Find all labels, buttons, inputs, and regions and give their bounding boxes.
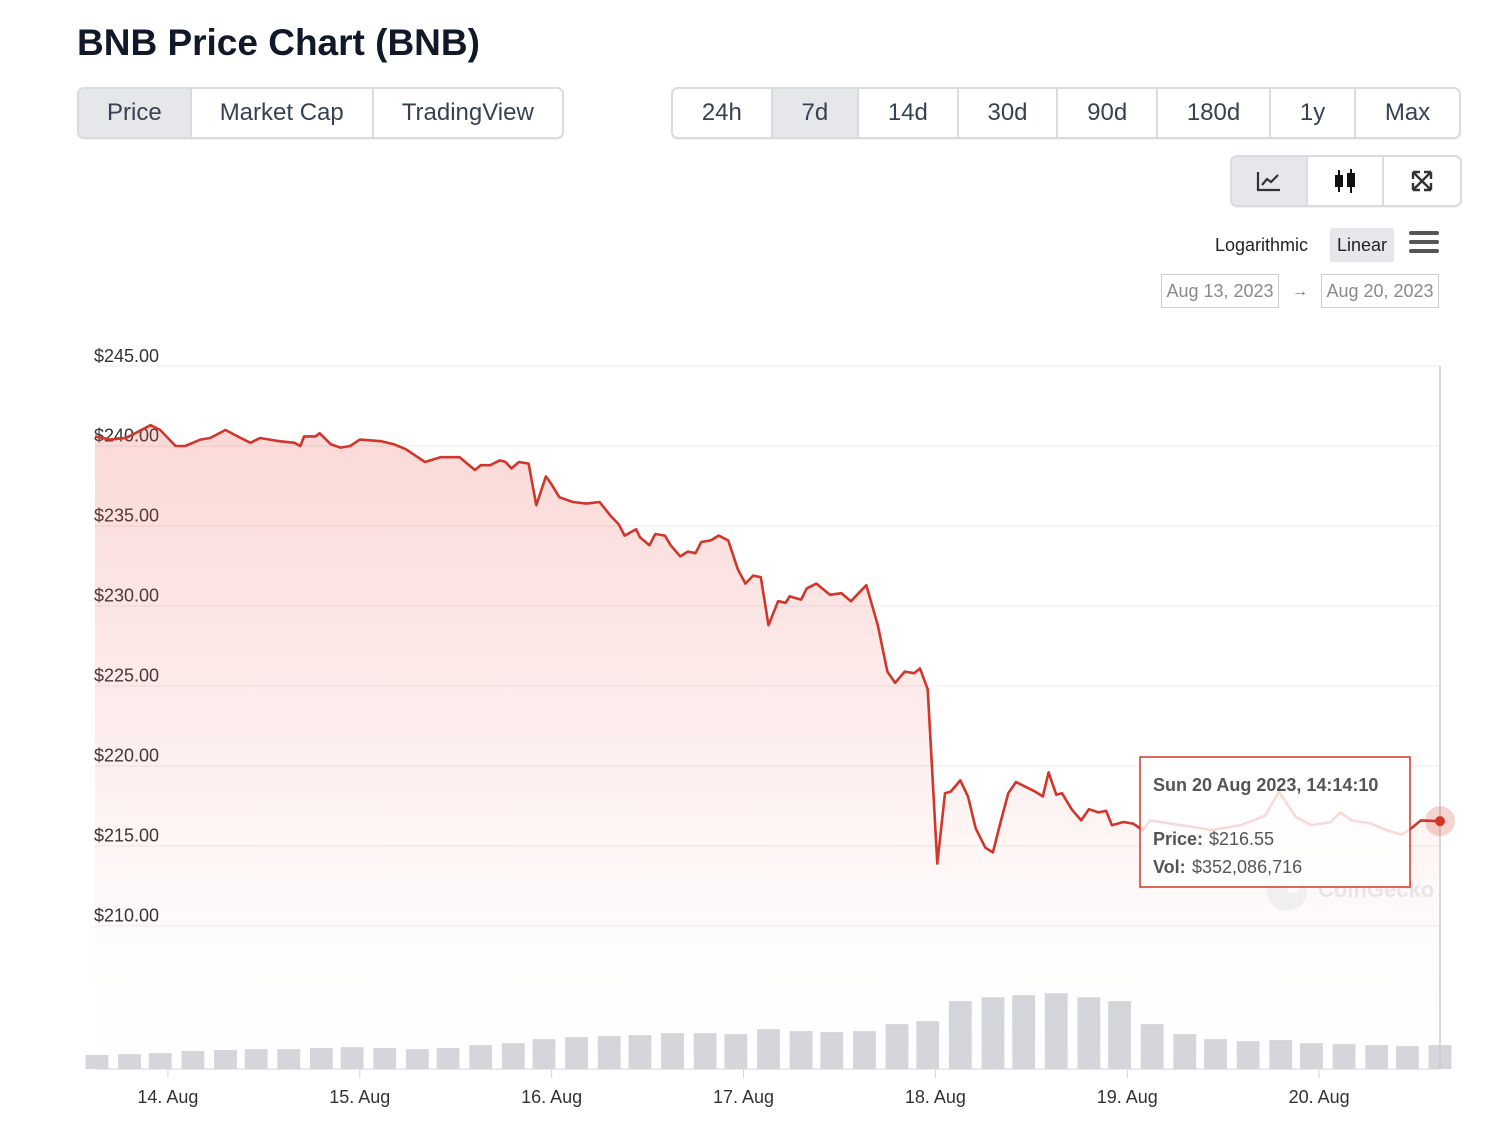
scale-option[interactable]: Logarithmic [1215, 234, 1309, 255]
expand-icon [1411, 170, 1433, 192]
date-from[interactable]: Aug 13, 2023 [1161, 274, 1279, 308]
line-icon [1256, 172, 1280, 192]
scale-option[interactable]: Linear [1330, 228, 1395, 262]
range-button[interactable]: 7d [772, 89, 859, 137]
date-to[interactable]: Aug 20, 2023 [1321, 274, 1439, 308]
candlestick-button[interactable] [1308, 157, 1384, 205]
range-button[interactable]: 1y [1271, 89, 1357, 137]
fullscreen-button[interactable] [1384, 157, 1460, 205]
candle-icon [1335, 169, 1355, 193]
x-tick-label: 19. Aug [1097, 1087, 1158, 1107]
range-button[interactable]: 14d [859, 89, 959, 137]
x-tick-label: 14. Aug [137, 1087, 198, 1107]
tab-button[interactable]: Price [79, 89, 192, 137]
tooltip-vol: $352,086,716 [1192, 857, 1302, 877]
x-tick-label: 16. Aug [521, 1087, 582, 1107]
tooltip-vol-label: Vol: [1153, 857, 1186, 877]
range-button[interactable]: 180d [1158, 89, 1272, 137]
chart-menu[interactable] [1409, 231, 1439, 258]
price-area [95, 425, 1440, 1069]
x-tick-label: 20. Aug [1289, 1087, 1350, 1107]
price-line [94, 423, 1441, 865]
range-button[interactable]: 90d [1058, 89, 1159, 137]
tab-button[interactable]: TradingView [401, 99, 534, 126]
chart-type-buttons [1230, 155, 1462, 207]
tooltip-price: $216.55 [1209, 829, 1274, 849]
range-button[interactable]: 24h [673, 89, 773, 137]
tab-button[interactable]: Market Cap [192, 89, 374, 137]
chart-tabs: Price Market Cap TradingView [77, 87, 564, 139]
x-tick-label: 18. Aug [905, 1087, 966, 1107]
line-chart-button[interactable] [1232, 157, 1308, 205]
tooltip-box [1139, 756, 1411, 888]
hover-point [1435, 816, 1445, 827]
x-tick-label: 15. Aug [329, 1087, 390, 1107]
range-buttons: 24h 7d 14d 30d 90d 180d 1y Max [671, 87, 1461, 139]
range-button[interactable]: Max [1384, 99, 1431, 126]
y-tick-label: $245.00 [94, 346, 159, 366]
page-title: BNB Price Chart (BNB) [77, 22, 480, 63]
tooltip-title: Sun 20 Aug 2023, 14:14:10 [1153, 775, 1378, 795]
tooltip-price-label: Price: [1153, 829, 1203, 849]
date-arrow: → [1292, 283, 1308, 300]
x-tick-label: 17. Aug [713, 1087, 774, 1107]
range-button[interactable]: 30d [959, 89, 1059, 137]
